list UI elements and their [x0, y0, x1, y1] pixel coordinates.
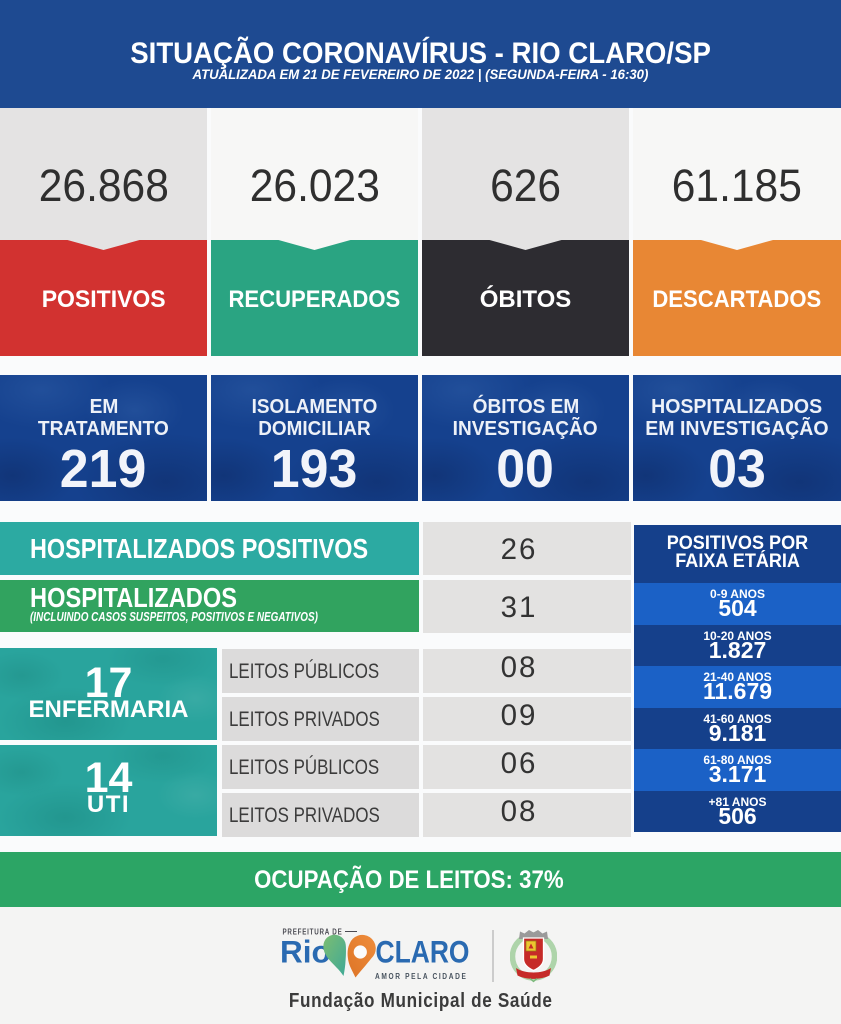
svg-text:PREFEITURA DE: PREFEITURA DE: [283, 928, 343, 937]
svg-text:AMOR PELA CIDADE: AMOR PELA CIDADE: [375, 972, 468, 981]
svg-text:Rio: Rio: [280, 934, 331, 970]
svg-text:CLARO: CLARO: [376, 934, 470, 970]
